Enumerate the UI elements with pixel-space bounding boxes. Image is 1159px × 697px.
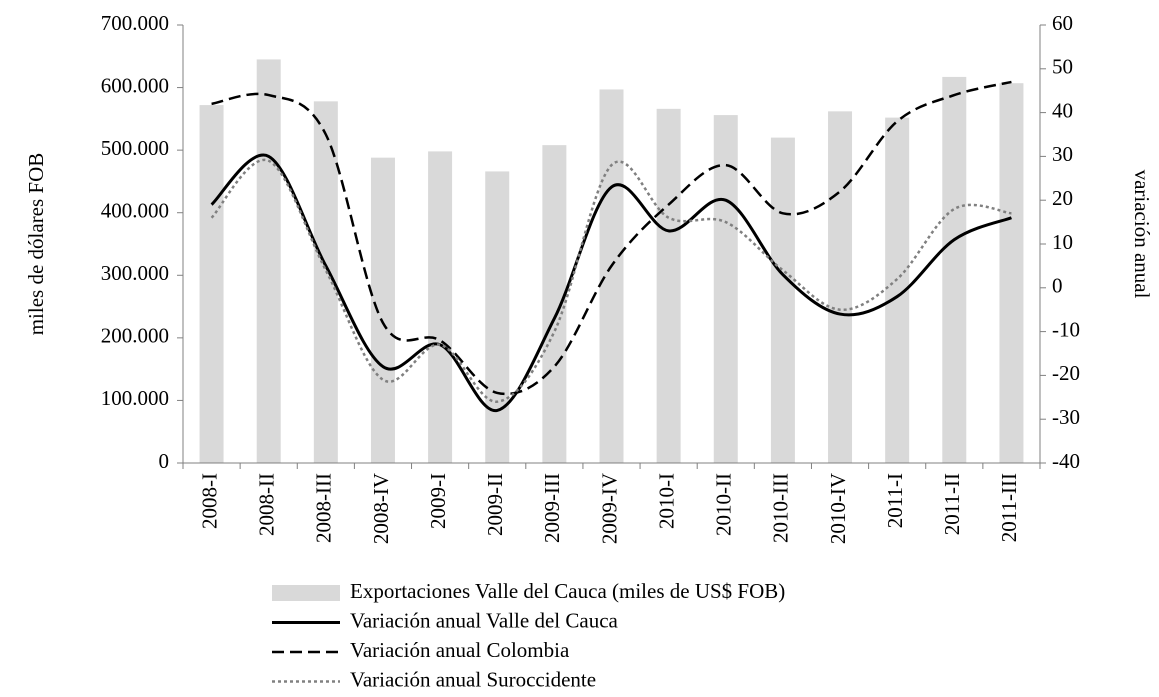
y2-tick-label: 20 bbox=[1052, 186, 1073, 210]
bar bbox=[542, 145, 567, 463]
y2-tick-label: 40 bbox=[1052, 98, 1073, 122]
bar bbox=[428, 151, 453, 463]
x-tick-label: 2011-III bbox=[997, 473, 1021, 542]
y-tick-label: 700.000 bbox=[101, 11, 169, 35]
bar bbox=[313, 101, 338, 463]
y2-axis-title: variación anual bbox=[1130, 170, 1154, 299]
x-tick-label: 2008-I bbox=[197, 473, 221, 529]
legend-label: Exportaciones Valle del Cauca (miles de … bbox=[350, 579, 785, 603]
x-tick-label: 2010-III bbox=[769, 473, 793, 543]
bar bbox=[656, 108, 681, 464]
y2-tick-label: -20 bbox=[1052, 361, 1080, 385]
y-axis-title: miles de dólares FOB bbox=[24, 153, 48, 336]
bar bbox=[828, 111, 853, 463]
legend-label: Variación anual Colombia bbox=[350, 638, 570, 662]
y2-tick-label: -30 bbox=[1052, 405, 1080, 429]
x-tick-label: 2009-III bbox=[540, 473, 564, 543]
line bbox=[210, 153, 1012, 412]
y-tick-label: 400.000 bbox=[101, 199, 169, 223]
y2-tick-label: -40 bbox=[1052, 449, 1080, 473]
x-tick-label: 2011-II bbox=[940, 473, 964, 535]
x-tick-label: 2008-III bbox=[312, 473, 336, 543]
y2-tick-label: 50 bbox=[1052, 55, 1073, 79]
bar bbox=[370, 157, 395, 463]
bar bbox=[770, 137, 795, 463]
legend-label: Variación anual Valle del Cauca bbox=[350, 608, 619, 632]
x-tick-label: 2010-IV bbox=[826, 473, 850, 544]
y2-tick-label: 60 bbox=[1052, 11, 1073, 35]
y2-tick-label: 0 bbox=[1052, 274, 1063, 298]
bar bbox=[942, 76, 967, 463]
x-tick-label: 2008-IV bbox=[369, 473, 393, 544]
bar bbox=[599, 89, 624, 463]
legend-label: Variación anual Suroccidente bbox=[350, 667, 596, 691]
y2-tick-label: 10 bbox=[1052, 230, 1073, 254]
x-tick-label: 2008-II bbox=[255, 473, 279, 536]
bar bbox=[885, 117, 910, 463]
x-tick-label: 2009-I bbox=[426, 473, 450, 529]
x-tick-label: 2010-I bbox=[654, 473, 678, 529]
bar bbox=[485, 171, 510, 463]
bar bbox=[199, 105, 224, 463]
y-tick-label: 500.000 bbox=[101, 136, 169, 160]
x-tick-label: 2009-II bbox=[483, 473, 507, 536]
y-tick-label: 0 bbox=[159, 449, 170, 473]
line bbox=[211, 80, 1012, 396]
y-tick-label: 300.000 bbox=[101, 261, 169, 285]
line bbox=[210, 158, 1012, 403]
x-tick-label: 2011-I bbox=[883, 473, 907, 528]
bar bbox=[999, 83, 1024, 463]
legend-swatch bbox=[272, 585, 340, 601]
x-tick-label: 2010-II bbox=[712, 473, 736, 536]
x-tick-label: 2009-IV bbox=[597, 473, 621, 544]
y-tick-label: 200.000 bbox=[101, 324, 169, 348]
y2-tick-label: -10 bbox=[1052, 317, 1080, 341]
y2-tick-label: 30 bbox=[1052, 142, 1073, 166]
y-tick-label: 600.000 bbox=[101, 73, 169, 97]
bar bbox=[256, 59, 281, 464]
y-tick-label: 100.000 bbox=[101, 386, 169, 410]
